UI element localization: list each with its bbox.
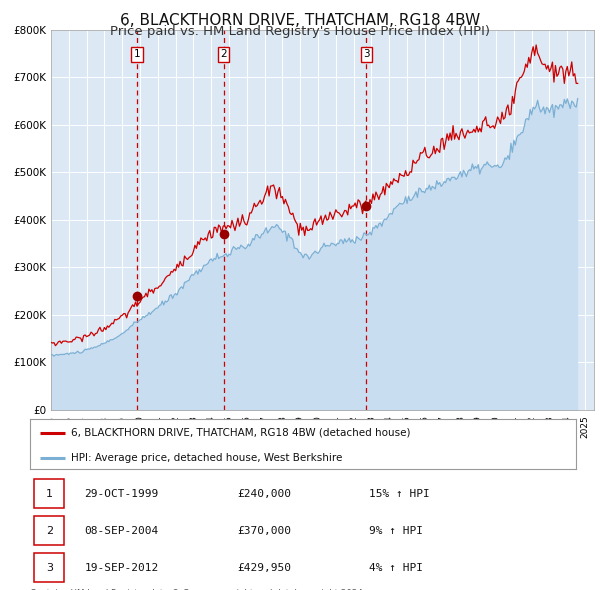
Text: £429,950: £429,950 (238, 563, 292, 573)
Text: 1: 1 (46, 489, 53, 499)
Text: £240,000: £240,000 (238, 489, 292, 499)
FancyBboxPatch shape (34, 516, 64, 545)
Text: 29-OCT-1999: 29-OCT-1999 (85, 489, 159, 499)
Text: 4% ↑ HPI: 4% ↑ HPI (368, 563, 422, 573)
Text: 3: 3 (363, 49, 370, 59)
Text: 08-SEP-2004: 08-SEP-2004 (85, 526, 159, 536)
Text: 19-SEP-2012: 19-SEP-2012 (85, 563, 159, 573)
Text: 6, BLACKTHORN DRIVE, THATCHAM, RG18 4BW: 6, BLACKTHORN DRIVE, THATCHAM, RG18 4BW (120, 13, 480, 28)
FancyBboxPatch shape (34, 553, 64, 582)
Text: 2: 2 (46, 526, 53, 536)
Text: 9% ↑ HPI: 9% ↑ HPI (368, 526, 422, 536)
FancyBboxPatch shape (34, 479, 64, 508)
Text: Price paid vs. HM Land Registry's House Price Index (HPI): Price paid vs. HM Land Registry's House … (110, 25, 490, 38)
Text: £370,000: £370,000 (238, 526, 292, 536)
Text: Contains HM Land Registry data © Crown copyright and database right 2024.
This d: Contains HM Land Registry data © Crown c… (30, 589, 365, 590)
Text: 6, BLACKTHORN DRIVE, THATCHAM, RG18 4BW (detached house): 6, BLACKTHORN DRIVE, THATCHAM, RG18 4BW … (71, 428, 410, 438)
Text: 3: 3 (46, 563, 53, 573)
Text: HPI: Average price, detached house, West Berkshire: HPI: Average price, detached house, West… (71, 453, 343, 463)
Text: 15% ↑ HPI: 15% ↑ HPI (368, 489, 429, 499)
Text: 1: 1 (134, 49, 140, 59)
Text: 2: 2 (220, 49, 227, 59)
